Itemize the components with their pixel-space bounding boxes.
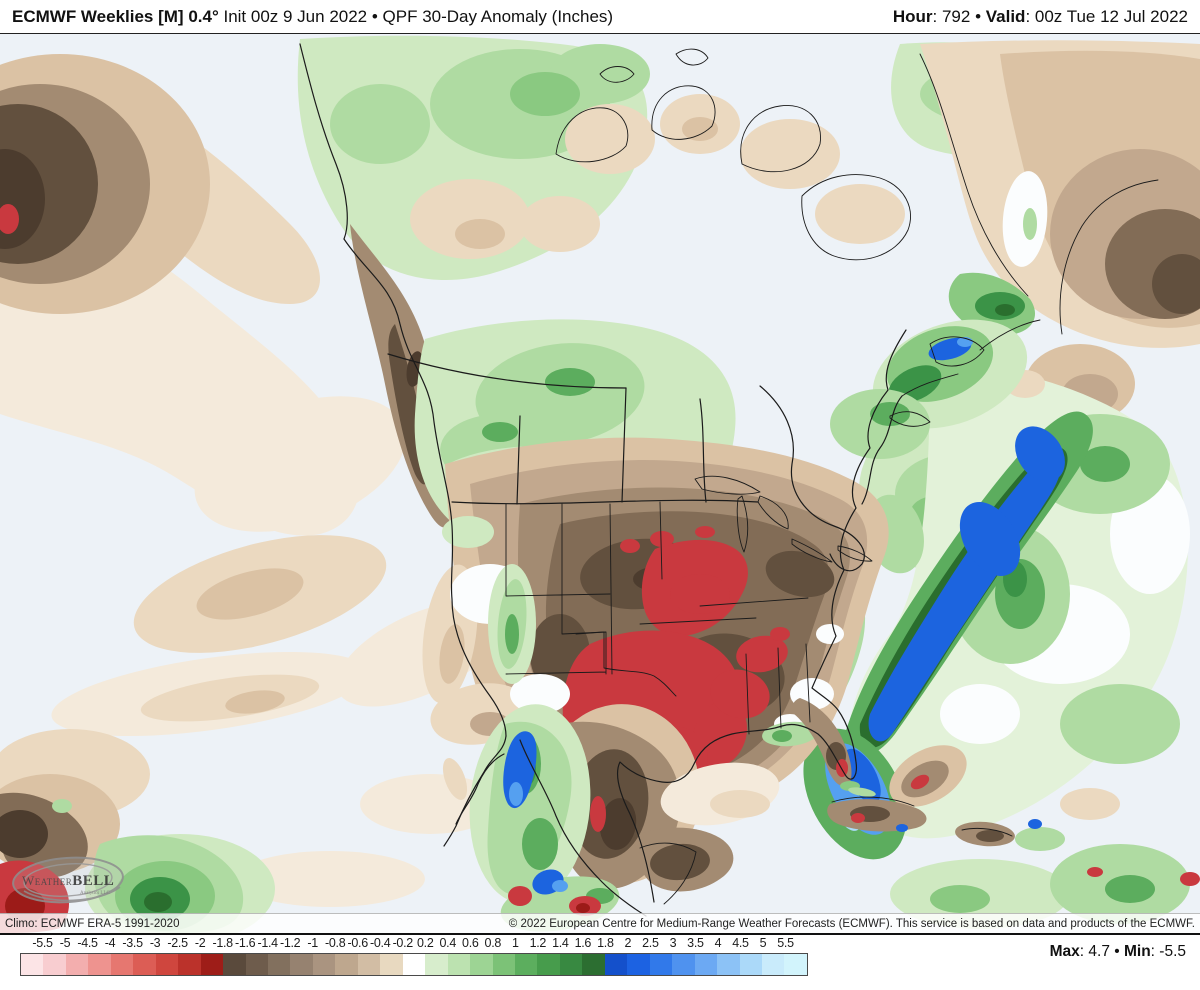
colorbar-cell bbox=[784, 954, 807, 975]
colorbar-tick-label: 0.2 bbox=[417, 936, 434, 950]
colorbar-tick-label: 1 bbox=[511, 936, 519, 950]
colorbar-tick-label: 1.4 bbox=[552, 936, 569, 950]
colorbar bbox=[20, 953, 808, 976]
colorbar-cell bbox=[514, 954, 538, 975]
colorbar-tick-label: -1.4 bbox=[257, 936, 278, 950]
colorbar-tick-label: -3 bbox=[149, 936, 161, 950]
colorbar-tick-label: -1.8 bbox=[212, 936, 233, 950]
header-bar: ECMWF Weeklies [M] 0.4° Init 00z 9 Jun 2… bbox=[0, 0, 1200, 33]
model-title: ECMWF Weeklies [M] 0.4° bbox=[12, 6, 219, 26]
colorbar-tick-labels: -5.5 -5 -4.5 -4 -3.5 -3 -2.5 -2 -1.8 -1.6 -1.4 -1.2… bbox=[20, 936, 808, 951]
colorbar-cell bbox=[559, 954, 583, 975]
max-value: : 4.7 • bbox=[1079, 943, 1124, 960]
max-min-readout: Max: 4.7 • Min: -5.5 bbox=[1050, 943, 1186, 961]
page-title: ECMWF Weeklies [M] 0.4° Init 00z 9 Jun 2… bbox=[12, 7, 613, 27]
colorbar-cell bbox=[425, 954, 448, 975]
colorbar-cell bbox=[447, 954, 471, 975]
colorbar-tick-label: -3.5 bbox=[122, 936, 143, 950]
colorbar-tick-label: -0.6 bbox=[347, 936, 369, 950]
colorbar-tick-label: 4.5 bbox=[732, 936, 749, 950]
anomaly-shading bbox=[0, 35, 1200, 933]
colorbar-cell bbox=[717, 954, 740, 975]
colorbar-cell bbox=[200, 954, 224, 975]
colorbar-tick-label: -5.5 bbox=[32, 936, 53, 950]
colorbar-cell bbox=[672, 954, 695, 975]
colorbar-cell bbox=[290, 954, 313, 975]
colorbar-tick-label: -0.2 bbox=[392, 936, 414, 950]
colorbar-tick-label: 0.4 bbox=[439, 936, 457, 950]
colorbar-cell bbox=[357, 954, 381, 975]
colorbar-cell bbox=[380, 954, 403, 975]
weatherbell-logo: WeatherBELL Analytics LLC bbox=[8, 853, 132, 911]
colorbar-tick-label: 1.8 bbox=[597, 936, 614, 950]
colorbar-cell bbox=[65, 954, 89, 975]
colorbar-tick-label: -4 bbox=[104, 936, 116, 950]
colorbar-tick-label: 0.8 bbox=[484, 936, 502, 950]
legend-area: -5.5 -5 -4.5 -4 -3.5 -3 -2.5 -2 -1.8 -1.6 -1.4 -1.2… bbox=[0, 935, 1200, 990]
colorbar-cell bbox=[582, 954, 605, 975]
min-value: : -5.5 bbox=[1150, 943, 1186, 960]
colorbar-cell bbox=[604, 954, 628, 975]
colorbar-tick-label: -1 bbox=[307, 936, 318, 950]
colorbar-cell bbox=[492, 954, 515, 975]
colorbar-cell bbox=[694, 954, 718, 975]
colorbar-cell bbox=[178, 954, 201, 975]
valid-label: Valid bbox=[985, 6, 1026, 26]
copyright-attribution: © 2022 European Centre for Medium-Range … bbox=[508, 917, 1195, 930]
hour-label: Hour bbox=[892, 6, 933, 26]
colorbar-cell bbox=[267, 954, 291, 975]
colorbar-cell bbox=[739, 954, 762, 975]
colorbar-tick-label: 5.5 bbox=[777, 936, 794, 950]
colorbar-cell bbox=[470, 954, 493, 975]
valid-time: Hour: 792 • Valid: 00z Tue 12 Jul 2022 bbox=[893, 7, 1188, 27]
colorbar-cell bbox=[155, 954, 179, 975]
colorbar-tick-label: 5 bbox=[759, 936, 767, 950]
colorbar-tick-label: 0.6 bbox=[462, 936, 479, 950]
logo-subtext: Analytics LLC bbox=[80, 891, 111, 896]
valid-value: : 00z Tue 12 Jul 2022 bbox=[1025, 6, 1188, 26]
geo-borders bbox=[299, 43, 1159, 917]
colorbar-cell bbox=[649, 954, 673, 975]
logo-text-weather: WeatherBELL bbox=[22, 873, 114, 889]
colorbar-tick-label: -1.6 bbox=[234, 936, 256, 950]
climo-attribution: Climo: ECMWF ERA-5 1991-2020 bbox=[5, 917, 180, 930]
weatherbell-logo-graphic: WeatherBELL Analytics LLC bbox=[12, 856, 124, 904]
map-area: WeatherBELL Analytics LLC Climo: ECMWF E… bbox=[0, 33, 1200, 935]
colorbar-cell bbox=[43, 954, 66, 975]
colorbar-tick-label: -5 bbox=[59, 936, 71, 950]
colorbar-tick-label: -2 bbox=[194, 936, 206, 950]
attribution-bar: Climo: ECMWF ERA-5 1991-2020 © 2022 Euro… bbox=[0, 913, 1200, 933]
colorbar-tick-label: 1.6 bbox=[574, 936, 592, 950]
min-label: Min bbox=[1123, 943, 1151, 960]
colorbar-tick-label: 1.2 bbox=[529, 936, 547, 950]
hour-value: : 792 • bbox=[932, 6, 986, 26]
colorbar-scale: -5.5 -5 -4.5 -4 -3.5 -3 -2.5 -2 -1.8 -1.6 -1.4 -1.2… bbox=[20, 936, 808, 976]
colorbar-tick-label: -1.2 bbox=[279, 936, 301, 950]
colorbar-cell bbox=[312, 954, 336, 975]
colorbar-tick-label: 4 bbox=[714, 936, 722, 950]
colorbar-cell bbox=[133, 954, 156, 975]
colorbar-tick-label: 2.5 bbox=[642, 936, 659, 950]
colorbar-cell bbox=[761, 954, 785, 975]
colorbar-cell bbox=[245, 954, 268, 975]
colorbar-cell bbox=[21, 954, 44, 975]
colorbar-tick-label: -4.5 bbox=[77, 936, 98, 950]
colorbar-cell bbox=[223, 954, 246, 975]
colorbar-tick-label: 3.5 bbox=[687, 936, 704, 950]
max-label: Max bbox=[1049, 943, 1080, 960]
colorbar-cell bbox=[627, 954, 650, 975]
colorbar-cell bbox=[537, 954, 560, 975]
colorbar-cell bbox=[335, 954, 358, 975]
init-and-product: Init 00z 9 Jun 2022 • QPF 30-Day Anomaly… bbox=[218, 6, 614, 26]
colorbar-tick-label: 2 bbox=[624, 936, 632, 950]
colorbar-tick-label: -0.4 bbox=[370, 936, 391, 950]
colorbar-tick-label: 3 bbox=[669, 936, 677, 950]
colorbar-cell bbox=[88, 954, 111, 975]
colorbar-tick-label: -0.8 bbox=[325, 936, 346, 950]
colorbar-cell bbox=[402, 954, 426, 975]
colorbar-cell bbox=[110, 954, 134, 975]
colorbar-tick-label: -2.5 bbox=[167, 936, 188, 950]
anomaly-map bbox=[0, 34, 1200, 933]
